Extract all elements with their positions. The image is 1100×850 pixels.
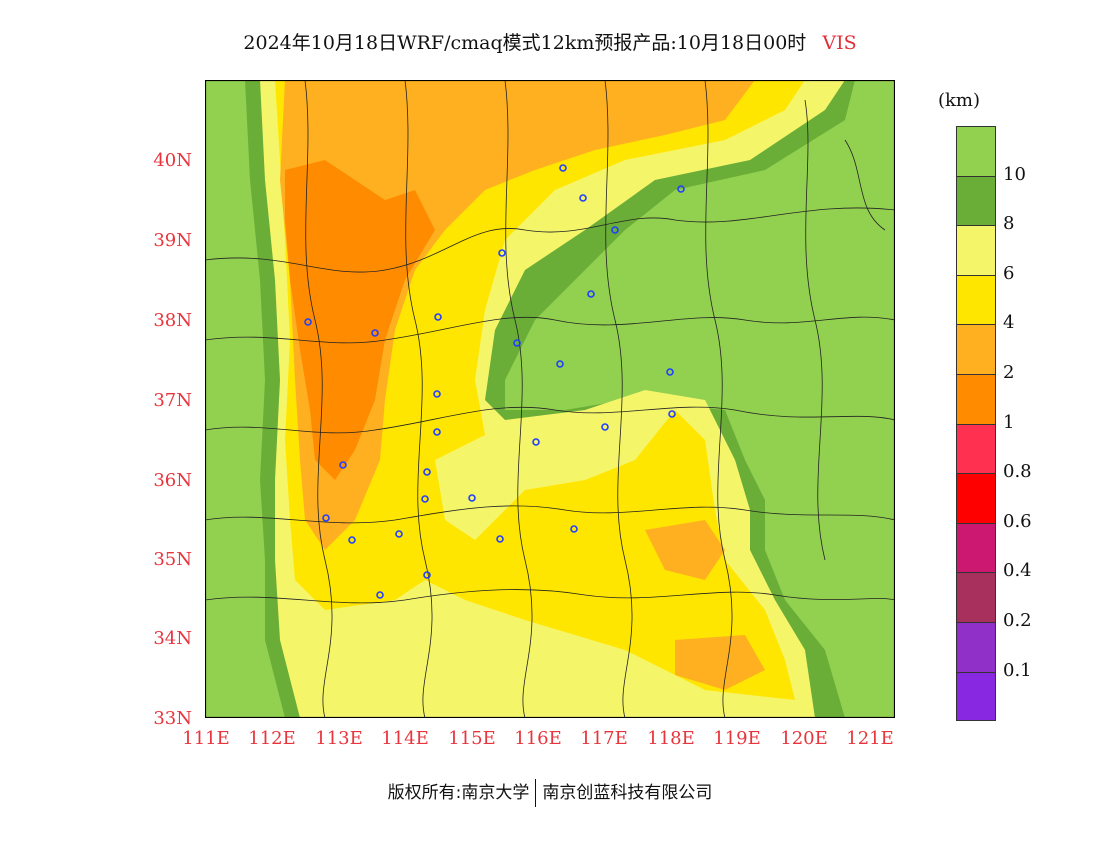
lat-tick-label: 37N — [153, 390, 192, 411]
legend-label: 0.4 — [1003, 560, 1032, 582]
lon-tick-label: 115E — [448, 728, 496, 749]
lon-tick-label: 114E — [381, 728, 429, 749]
visibility-map — [205, 80, 895, 718]
title-main: 2024年10月18日WRF/cmaq模式12km预报产品:10月18日00时 — [243, 32, 807, 54]
boundary-lines — [205, 80, 895, 718]
city-marker — [601, 423, 609, 431]
legend-swatch — [956, 572, 996, 622]
vis-2-4-east-patch — [645, 520, 725, 580]
legend-label: 8 — [1003, 213, 1015, 235]
city-marker — [434, 313, 442, 321]
city-marker — [376, 591, 384, 599]
city-marker — [579, 194, 587, 202]
legend-label: 4 — [1003, 312, 1015, 334]
city-marker — [339, 461, 347, 469]
city-marker — [423, 571, 431, 579]
legend-label: 1 — [1003, 411, 1015, 433]
city-markers — [304, 164, 685, 599]
lon-tick-label: 112E — [248, 728, 296, 749]
color-legend — [956, 126, 996, 722]
lon-tick-label: 111E — [182, 728, 230, 749]
city-marker — [468, 494, 476, 502]
lon-tick-label: 113E — [315, 728, 363, 749]
chart-title: 2024年10月18日WRF/cmaq模式12km预报产品:10月18日00时 … — [0, 28, 1100, 55]
legend-label: 2 — [1003, 362, 1015, 383]
lat-tick-label: 36N — [153, 470, 192, 491]
lon-tick-label: 120E — [780, 728, 828, 749]
lat-tick-label: 35N — [153, 549, 192, 570]
copyright-text: 版权所有:南京大学 — [387, 783, 530, 803]
legend-swatch — [956, 126, 996, 176]
city-marker — [556, 360, 564, 368]
legend-swatch — [956, 423, 996, 474]
legend-swatch — [956, 522, 996, 573]
city-marker — [666, 368, 674, 376]
legend-swatch — [956, 671, 996, 722]
city-marker — [559, 164, 567, 172]
company-text: 南京创蓝科技有限公司 — [542, 783, 713, 803]
city-marker — [433, 428, 441, 436]
city-marker — [423, 468, 431, 476]
legend-label: 0.6 — [1003, 510, 1032, 532]
legend-label: 6 — [1003, 262, 1015, 284]
title-variable: VIS — [822, 32, 857, 54]
city-marker — [421, 495, 429, 503]
lat-tick-label: 34N — [153, 628, 192, 649]
lat-tick-label: 39N — [153, 230, 192, 251]
lon-tick-label: 121E — [846, 728, 894, 749]
city-marker — [322, 514, 330, 522]
lon-tick-label: 117E — [580, 728, 628, 749]
city-marker — [513, 339, 521, 347]
city-marker — [532, 438, 540, 446]
legend-swatch — [956, 621, 996, 672]
city-marker — [371, 329, 379, 337]
lat-tick-label: 38N — [153, 310, 192, 331]
city-marker — [587, 290, 595, 298]
legend-label: 0.8 — [1003, 461, 1032, 483]
city-marker — [304, 318, 312, 326]
legend-swatch — [956, 373, 996, 424]
legend-label: 0.2 — [1003, 610, 1032, 631]
legend-swatch — [956, 473, 996, 523]
city-marker — [433, 390, 441, 398]
city-marker — [570, 525, 578, 533]
legend-swatch — [956, 175, 996, 226]
lon-tick-label: 118E — [647, 728, 695, 749]
city-marker — [677, 185, 685, 193]
lon-tick-label: 116E — [514, 728, 562, 749]
vis-1-2-region — [285, 160, 435, 480]
city-marker — [395, 530, 403, 538]
city-marker — [496, 535, 504, 543]
lat-tick-label: 40N — [153, 150, 192, 171]
legend-swatch — [956, 274, 996, 325]
footer: 版权所有:南京大学 南京创蓝科技有限公司 — [0, 778, 1100, 807]
city-marker — [498, 249, 506, 257]
footer-separator — [535, 779, 537, 807]
lon-tick-label: 119E — [713, 728, 761, 749]
lat-tick-label: 33N — [153, 708, 192, 729]
legend-swatch — [956, 324, 996, 374]
vis-2-4-south-patch — [675, 635, 765, 690]
city-marker — [668, 410, 676, 418]
legend-label: 0.1 — [1003, 659, 1032, 681]
legend-unit: (km) — [938, 90, 981, 111]
city-marker — [611, 226, 619, 234]
legend-label: 10 — [1003, 163, 1026, 185]
city-marker — [348, 536, 356, 544]
legend-swatch — [956, 225, 996, 275]
